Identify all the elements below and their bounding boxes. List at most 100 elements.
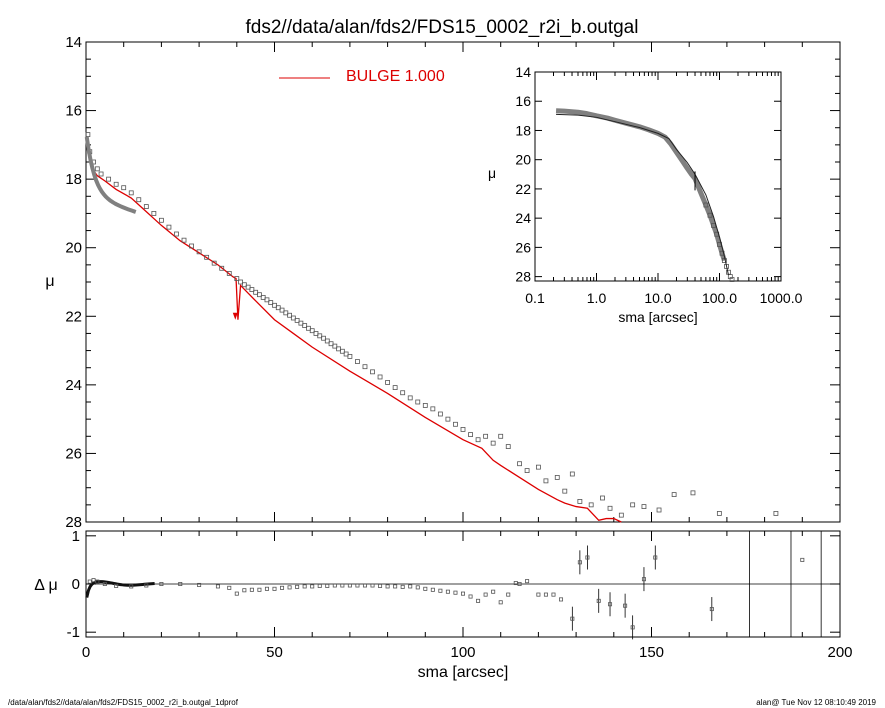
data-point <box>113 181 119 187</box>
data-point <box>437 411 443 417</box>
main-y-tick-label: 16 <box>65 103 82 120</box>
residual-point <box>114 583 119 588</box>
data-point <box>716 511 722 516</box>
data-point <box>181 237 187 243</box>
dense-data-band <box>84 136 137 214</box>
residual-point <box>400 584 405 589</box>
data-point <box>355 359 360 364</box>
data-point <box>347 353 353 359</box>
data-point <box>287 312 292 318</box>
residual-point <box>159 582 164 587</box>
data-point <box>85 132 91 137</box>
residual-point <box>370 583 375 588</box>
data-point <box>505 444 511 449</box>
data-point <box>600 495 605 501</box>
residual-point <box>340 583 345 588</box>
residual-point <box>430 587 435 592</box>
residual-point <box>234 591 239 596</box>
footer-file-path: /data/alan/fds2//data/alan/fds2/FDS15_00… <box>8 698 239 707</box>
data-point <box>339 348 345 354</box>
residual-point <box>249 587 254 592</box>
residual-point <box>608 602 613 607</box>
residual-point <box>623 603 628 608</box>
data-point <box>279 307 285 313</box>
residual-point <box>800 557 805 562</box>
data-point <box>569 471 575 477</box>
residual-y-tick-label: 0 <box>72 576 80 593</box>
data-point <box>219 265 225 271</box>
residual-point <box>513 581 518 586</box>
data-point <box>400 390 406 396</box>
residual-point <box>570 616 575 621</box>
data-point <box>94 166 100 172</box>
x-tick-label: 0 <box>82 644 90 661</box>
data-point <box>407 395 413 401</box>
data-point <box>554 475 560 480</box>
data-point <box>309 328 315 334</box>
data-point <box>98 171 104 177</box>
main-y-tick-label: 20 <box>65 240 82 257</box>
residual-point <box>630 625 635 630</box>
residual-point <box>551 592 556 597</box>
residual-point <box>559 597 564 602</box>
residual-point <box>577 560 582 565</box>
data-point <box>166 224 172 230</box>
data-point <box>690 490 696 496</box>
data-point <box>362 364 368 370</box>
data-point <box>234 276 240 281</box>
residual-point <box>445 589 450 594</box>
residual-dense-band <box>85 580 155 598</box>
data-point <box>174 231 179 237</box>
inset-model-line <box>556 113 729 276</box>
residual-y-tick-label: -1 <box>67 624 80 641</box>
residual-point <box>242 588 247 593</box>
inset-data-point <box>729 277 735 282</box>
data-point <box>324 338 330 344</box>
residual-point <box>295 584 300 589</box>
residual-point <box>415 585 420 590</box>
data-point <box>498 433 504 439</box>
residual-point <box>408 584 413 589</box>
inset-y-label: μ <box>488 165 496 181</box>
residual-point <box>506 592 511 597</box>
inset-data-point <box>707 212 713 218</box>
residual-y-tick-label: 1 <box>72 528 80 545</box>
residual-point <box>453 590 458 595</box>
residual-point <box>227 585 232 590</box>
data-point <box>226 271 232 276</box>
inset-y-tick-label: 22 <box>515 181 531 197</box>
residual-point <box>491 589 496 594</box>
residual-point <box>257 587 262 592</box>
data-point <box>422 403 428 408</box>
residual-point <box>438 588 443 593</box>
x-tick-label: 50 <box>266 644 283 661</box>
residual-series <box>85 531 840 640</box>
inset-x-tick-label: 1.0 <box>587 290 607 306</box>
residual-point <box>317 583 322 588</box>
residual-point <box>585 555 590 560</box>
residual-point <box>393 584 398 589</box>
inset-plot-frame <box>534 71 782 282</box>
x-tick-label: 150 <box>639 644 664 661</box>
inset-x-label: sma [arcsec] <box>618 309 697 325</box>
data-point <box>211 260 217 266</box>
main-y-tick-label: 18 <box>65 171 82 188</box>
inset-y-tick-label: 16 <box>515 93 531 109</box>
main-y-tick-label: 24 <box>65 377 82 394</box>
residual-point <box>525 579 530 584</box>
data-point <box>630 502 636 508</box>
data-point <box>158 217 164 223</box>
data-point <box>257 292 262 298</box>
inset-y-tick-label: 26 <box>515 239 531 255</box>
data-point <box>671 492 677 497</box>
residual-point <box>102 582 107 587</box>
residual-point <box>483 592 488 597</box>
data-point <box>204 254 210 260</box>
legend-label: BULGE 1.000 <box>346 68 445 85</box>
residual-point <box>144 583 149 588</box>
residual-point <box>641 577 646 582</box>
residual-point <box>332 583 337 588</box>
residual-point <box>280 585 285 590</box>
data-point <box>106 176 112 182</box>
residual-point <box>709 607 714 612</box>
